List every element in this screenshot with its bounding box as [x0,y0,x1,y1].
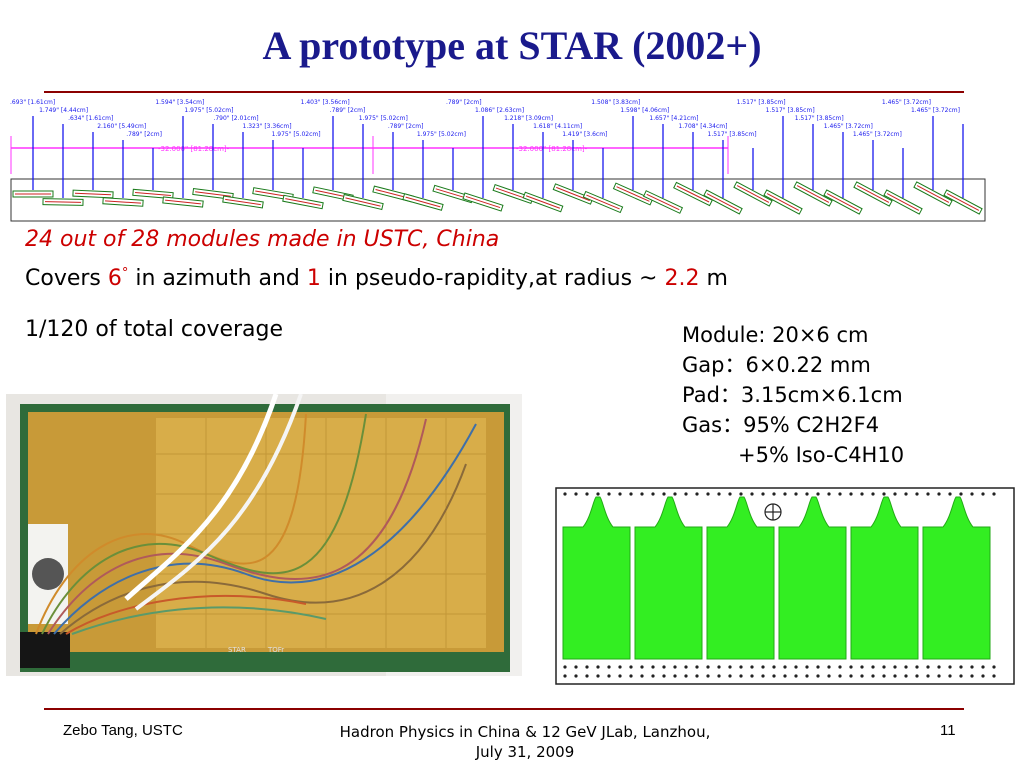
coverage-mid1: in azimuth and [128,266,307,291]
eta-value: 1 [306,266,321,291]
module-bar [763,189,803,215]
radius-value: 2.2 [664,266,700,291]
spec-pad: Pad：3.15cm×6.1cm [682,383,903,407]
dimension-label: .789" [2cm] [126,131,162,138]
module-bar [853,181,893,207]
footer-event-line2: July 31, 2009 [475,743,575,761]
degree-symbol: ° [121,266,129,281]
dimension-label: .789" [2cm] [330,107,366,114]
module-bar [733,181,773,207]
module-bar [12,190,54,198]
dimension-label: 1.419" [3.6cm] [562,131,607,138]
module-bar [132,188,174,200]
dimension-label: 1.975" [5.02cm] [184,107,233,114]
module-specs: Module: 20×6 cm Gap：6×0.22 mm Pad：3.15cm… [682,320,904,470]
module-bar [522,191,564,213]
board-label-star: STAR [228,646,246,654]
module-bar [462,192,504,212]
spec-gas-additive: +5% Iso-C4H10 [738,443,905,467]
subtitle-modules: 24 out of 28 modules made in USTC, China [25,227,500,252]
azimuth-value: 6 [107,266,122,291]
dimension-label: 1.218" [3.09cm] [504,115,553,122]
dimension-label: 1.465" [3.72cm] [911,107,960,114]
module-bar [102,197,144,207]
board-label-tofr: TOFr [267,646,284,654]
dimension-label: 1.594" [3.54cm] [155,99,204,106]
dimension-label: 1.975" [5.02cm] [417,131,466,138]
readout-pad [562,496,631,660]
dimension-label: 1.465" [3.72cm] [824,123,873,130]
readout-pad [706,496,775,660]
module-bar [162,196,204,208]
module-row [12,116,983,215]
dimension-label: 1.086" [2.63cm] [475,107,524,114]
title-divider [44,91,964,93]
readout-pad [634,496,703,660]
dimension-label: .789" [2cm] [388,123,424,130]
module-bar [883,189,923,215]
module-bar [42,198,84,206]
module-bar [943,189,983,215]
center-dimension-left: -32.000" [81.28cm]- [158,145,230,153]
readout-pad [922,496,991,660]
dimension-label: 1.465" [3.72cm] [853,131,902,138]
center-dimension-right: -32.000" [81.28cm]- [516,145,588,153]
module-bar [913,181,953,207]
module-bar [582,190,624,214]
module-bar [823,189,863,215]
module-bar [282,194,324,210]
dimension-label: 1.517" [3.85cm] [766,107,815,114]
dimension-label: 1.975" [5.02cm] [359,115,408,122]
dimension-labels: .693" [1.61cm]1.749" [4.44cm].634" [1.61… [10,99,960,138]
module-bar [703,189,743,215]
coverage-suffix: m [699,266,728,291]
dimension-label: 1.618" [4.11cm] [533,123,582,130]
dimension-label: 1.598" [4.06cm] [620,107,669,114]
module-bar [642,190,684,214]
spec-gas: Gas：95% C2H2F4 [682,413,880,437]
coverage-prefix: Covers [25,266,108,291]
dimension-label: .693" [1.61cm] [10,99,55,106]
module-bar [673,181,713,207]
dimension-label: 1.749" [4.44cm] [39,107,88,114]
prototype-module-photo: STAR TOFr [6,394,522,676]
dimension-label: 1.323" [3.36cm] [243,123,292,130]
footer-author: Zebo Tang, USTC [63,722,183,739]
page-number: 11 [940,722,956,739]
dimension-label: .789" [2cm] [446,99,482,106]
module-bar [342,193,384,211]
coverage-mid2: in pseudo-rapidity,at radius ~ [320,266,665,291]
module-bar [402,193,444,211]
footer-event-line1: Hadron Physics in China & 12 GeV JLab, L… [339,723,711,741]
fraction-text: 1/120 of total coverage [25,317,284,342]
dimension-label: 1.403" [3.56cm] [301,99,350,106]
module-layout-diagram: -32.000" [81.28cm]- -32.000" [81.28cm]- … [8,96,988,224]
dimension-label: .790" [2.01cm] [213,115,258,122]
dimension-label: 2.160" [5.49cm] [97,123,146,130]
dimension-label: 1.508" [3.83cm] [591,99,640,106]
module-bar [552,183,594,205]
dimension-label: 1.517" [3.85cm] [737,99,786,106]
readout-pad [778,496,847,660]
dimension-label: .634" [1.61cm] [68,115,113,122]
coverage-text: Covers 6° in azimuth and 1 in pseudo-rap… [25,266,728,291]
footer-divider [44,708,964,710]
readout-pad [850,496,919,660]
dimension-label: 1.975" [5.02cm] [272,131,321,138]
slide-title: A prototype at STAR (2002+) [262,23,762,68]
module-bar [612,182,654,206]
pad-layout-diagram [555,487,1015,685]
module-bar [222,195,264,209]
dimension-label: 1.708" [4.34cm] [678,123,727,130]
dimension-label: 1.517" [3.85cm] [708,131,757,138]
spec-gap: Gap：6×0.22 mm [682,353,871,377]
dimension-label: 1.465" [3.72cm] [882,99,931,106]
footer-event: Hadron Physics in China & 12 GeV JLab, L… [290,722,760,762]
spec-module: Module: 20×6 cm [682,323,869,347]
dimension-label: 1.657" [4.21cm] [649,115,698,122]
module-bar [72,189,114,199]
module-bar [793,181,833,207]
dimension-label: 1.517" [3.85cm] [795,115,844,122]
